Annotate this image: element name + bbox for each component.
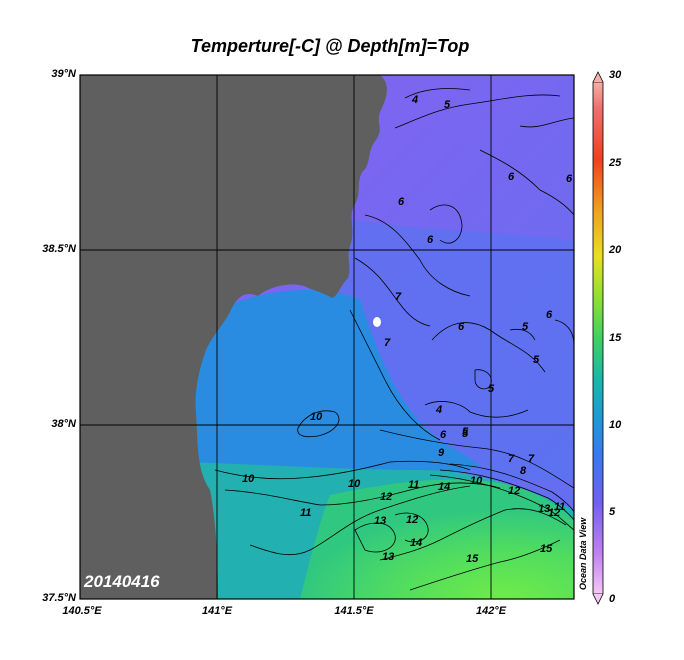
contour-label: 12 <box>508 485 520 497</box>
contour-line <box>394 94 561 129</box>
ocean-data-view-watermark: Ocean Data View <box>578 517 588 590</box>
contour-label: 10 <box>470 475 483 487</box>
colorbar-tick-20: 20 <box>609 244 622 256</box>
chart-title: Temperture[-C] @ Depth[m]=Top <box>190 36 470 56</box>
contour-line <box>474 369 492 390</box>
contour-label: 12 <box>548 507 560 519</box>
sea-bay <box>190 290 480 520</box>
date-stamp: 20140416 <box>84 572 160 591</box>
contour-label: 6 <box>427 234 434 246</box>
contour-label: 8 <box>520 465 527 477</box>
contour-label: 14 <box>438 481 450 493</box>
contour-label: 9 <box>438 447 445 459</box>
contour-label: 12 <box>380 491 392 503</box>
contour-line <box>249 485 471 556</box>
contour-line <box>519 117 574 128</box>
contour-label: 10 <box>310 411 323 423</box>
lon-label-140.5E: 140.5°E <box>62 605 102 617</box>
contour-label: 5 <box>462 428 469 440</box>
contour-line <box>297 410 340 438</box>
contour-line <box>404 88 471 99</box>
contour-labels: 4566667765554657101010111312121110141213… <box>242 94 573 565</box>
contour-label: 11 <box>554 501 565 513</box>
colorbar-top-arrow <box>592 71 604 83</box>
contour-line <box>479 149 574 216</box>
colorbar-tick-10: 10 <box>609 419 622 431</box>
land-mass <box>80 75 387 599</box>
contour-line <box>429 204 463 244</box>
contour-line <box>509 328 536 341</box>
lon-label-142E: 142°E <box>475 605 507 617</box>
contour-line <box>449 463 574 513</box>
contour-label: 6 <box>546 309 553 321</box>
contour-label: 7 <box>528 453 535 465</box>
contour-line <box>424 401 529 418</box>
lat-label-39N: 39°N <box>51 68 76 80</box>
colorbar-bottom-arrow <box>592 593 604 605</box>
contour-label: 7 <box>384 337 391 349</box>
contour-line <box>439 469 574 521</box>
contour-line <box>394 512 429 543</box>
contour-line <box>379 429 574 489</box>
colorbar-tick-0: 0 <box>609 593 616 605</box>
grid-lines <box>80 75 574 599</box>
contour-lines <box>214 88 574 591</box>
contour-line <box>224 482 501 506</box>
contour-line <box>354 257 431 327</box>
contour-line <box>364 214 471 297</box>
contour-label: 5 <box>533 354 540 366</box>
contour-line <box>354 522 396 553</box>
contour-label: 10 <box>348 478 361 490</box>
contour-label: 13 <box>382 551 394 563</box>
contour-label: 13 <box>374 515 386 527</box>
lat-label-38N: 38°N <box>51 418 76 430</box>
colorbar-tick-15: 15 <box>609 332 622 344</box>
contour-label: 6 <box>508 171 515 183</box>
lon-label-141E: 141°E <box>201 605 233 617</box>
contour-label: 5 <box>488 383 495 395</box>
contour-line <box>409 539 561 591</box>
colorbar-tick-5: 5 <box>609 506 616 518</box>
contour-label: 10 <box>242 473 255 485</box>
map-frame <box>79 74 575 600</box>
contour-label: 7 <box>395 291 402 303</box>
map-area: 4566667765554657101010111312121110141213… <box>80 75 574 599</box>
contour-label: 6 <box>458 321 465 333</box>
contour-line <box>349 309 441 441</box>
contour-label: 4 <box>411 94 418 106</box>
contour-label: 7 <box>508 453 515 465</box>
island <box>373 317 381 327</box>
contour-label: 5 <box>444 99 451 111</box>
contour-label: 11 <box>408 479 419 491</box>
colorbar-tick-30: 30 <box>609 69 622 81</box>
colorbar-gradient <box>592 81 604 595</box>
contour-line <box>214 460 471 480</box>
contour-label: 14 <box>410 537 422 549</box>
contour-label: 12 <box>406 514 418 526</box>
contour-label: 11 <box>300 507 311 519</box>
contour-label: 4 <box>435 404 442 416</box>
sea-warm-water <box>300 479 574 599</box>
colorbar <box>592 71 604 605</box>
contour-line <box>431 322 546 373</box>
lon-label-141.5E: 141.5°E <box>334 605 374 617</box>
lat-label-38.5N: 38.5°N <box>42 243 76 255</box>
contour-label: 6 <box>440 429 447 441</box>
contour-label: 13 <box>538 503 550 515</box>
contour-line <box>379 508 567 561</box>
contour-label: 15 <box>466 553 479 565</box>
contour-label: 5 <box>462 426 469 438</box>
contour-label: 15 <box>540 543 553 555</box>
colorbar-tick-25: 25 <box>609 157 622 169</box>
contour-line <box>429 474 574 531</box>
contour-label: 6 <box>398 196 405 208</box>
lat-label-37.5N: 37.5°N <box>42 592 76 604</box>
contour-label: 6 <box>566 173 573 185</box>
contour-label: 5 <box>522 321 529 333</box>
